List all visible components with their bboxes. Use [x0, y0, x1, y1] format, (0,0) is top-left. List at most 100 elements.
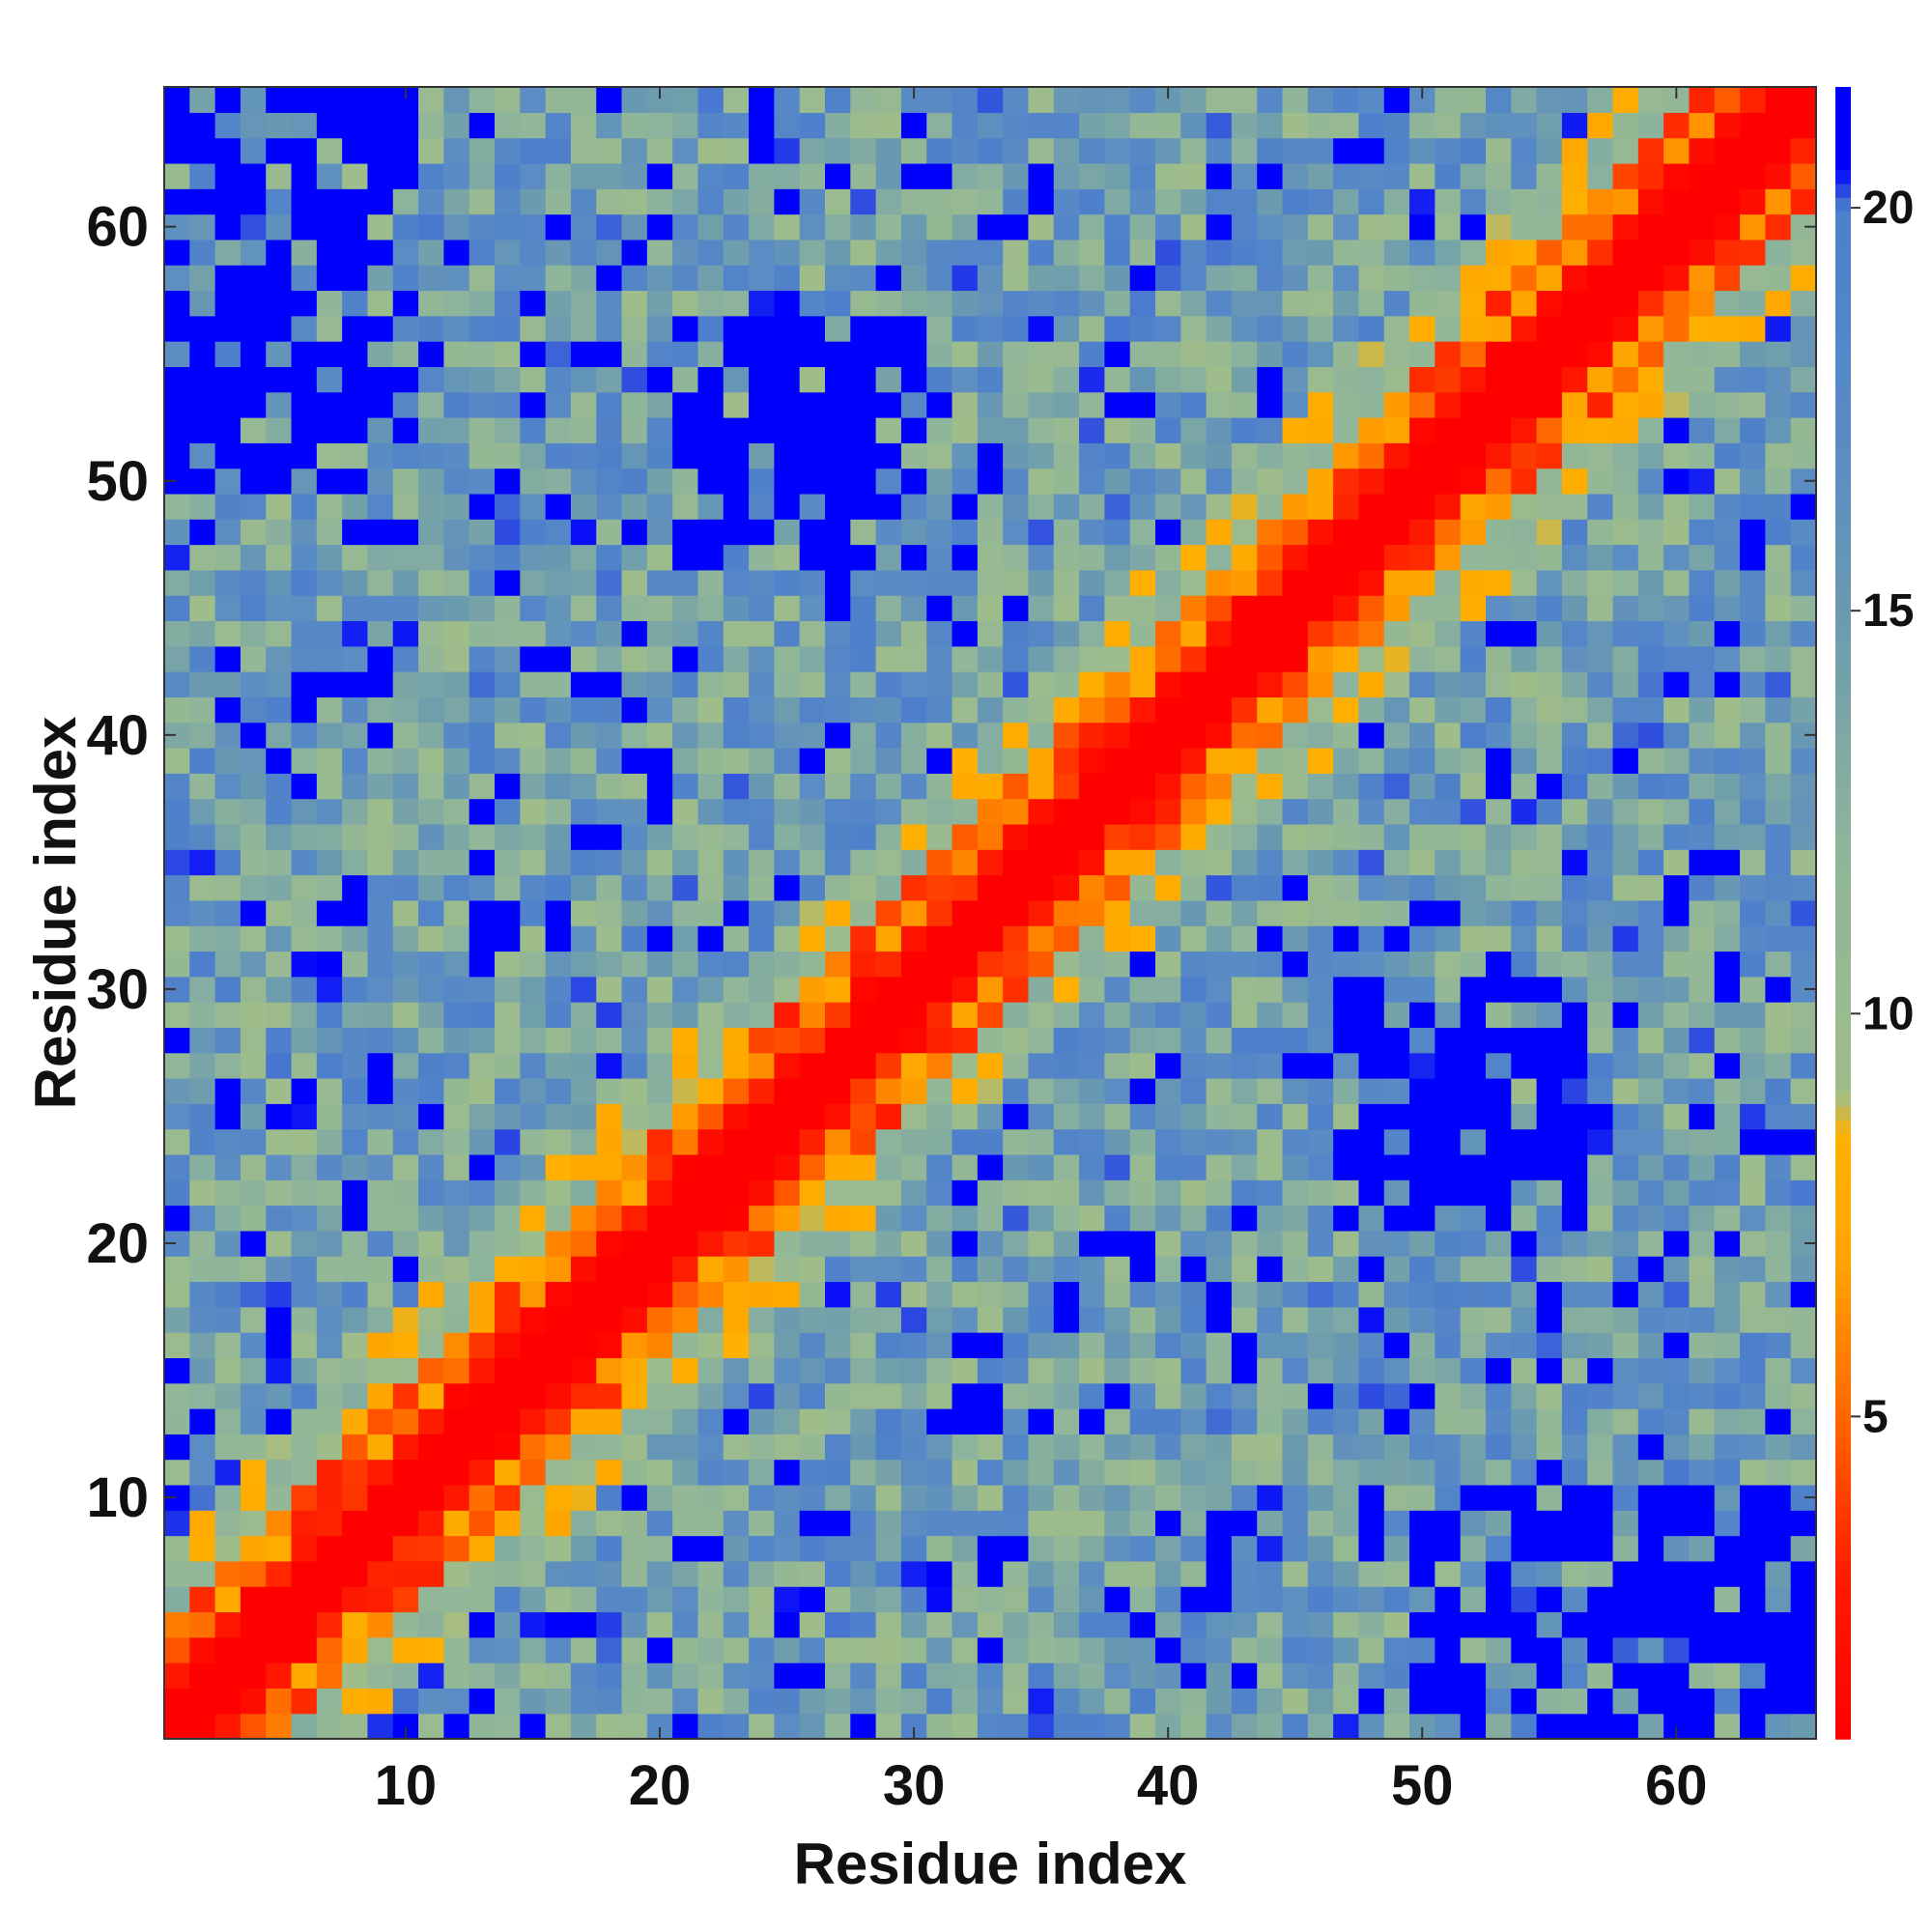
heatmap-cell — [1231, 265, 1258, 292]
heatmap-cell — [520, 1027, 547, 1054]
heatmap-cell — [570, 1103, 597, 1130]
heatmap-cell — [850, 1611, 877, 1638]
heatmap-cell — [1511, 162, 1538, 189]
heatmap-cell — [1358, 519, 1385, 546]
heatmap-cell — [749, 773, 775, 800]
heatmap-cell — [1587, 519, 1614, 546]
heatmap-cell — [1561, 1688, 1588, 1715]
heatmap-cell — [469, 213, 496, 241]
heatmap-cell — [1155, 213, 1181, 241]
heatmap-cell — [570, 1052, 597, 1079]
heatmap-cell — [1663, 1179, 1690, 1207]
heatmap-cell — [520, 417, 547, 443]
colorbar-segment — [1835, 1257, 1851, 1272]
heatmap-cell — [774, 341, 801, 367]
heatmap-cell — [621, 391, 648, 418]
heatmap-cell — [1511, 1459, 1538, 1486]
heatmap-cell — [1257, 265, 1284, 292]
heatmap-cell — [596, 849, 623, 876]
heatmap-cell — [1053, 112, 1080, 139]
heatmap-cell — [672, 1078, 699, 1104]
heatmap-cell — [799, 1027, 826, 1054]
heatmap-cell — [469, 112, 496, 139]
heatmap-cell — [1765, 519, 1792, 546]
heatmap-cell — [1765, 1052, 1792, 1079]
heatmap-cell — [1053, 849, 1080, 876]
heatmap-cell — [1765, 1459, 1792, 1486]
heatmap-cell — [697, 696, 724, 724]
heatmap-cell — [977, 544, 1004, 571]
heatmap-cell — [1028, 1078, 1055, 1104]
heatmap-cell — [799, 1332, 826, 1358]
heatmap-cell — [570, 391, 597, 418]
heatmap-cell — [875, 1560, 902, 1587]
heatmap-cell — [799, 951, 826, 978]
heatmap-cell — [1129, 1103, 1156, 1130]
heatmap-cell — [469, 1662, 496, 1689]
heatmap-cell — [1637, 1636, 1664, 1663]
heatmap-cell — [1790, 1535, 1817, 1562]
heatmap-cell — [443, 1002, 470, 1028]
heatmap-cell — [900, 874, 927, 901]
heatmap-cell — [520, 1611, 547, 1638]
heatmap-cell — [1180, 1052, 1208, 1079]
heatmap-cell — [291, 544, 318, 571]
heatmap-cell — [952, 468, 979, 495]
heatmap-cell — [1612, 519, 1639, 546]
heatmap-cell — [1282, 1230, 1309, 1257]
heatmap-cell — [646, 1510, 673, 1537]
heatmap-cell — [825, 188, 851, 215]
heatmap-cell — [672, 239, 699, 266]
heatmap-cell — [291, 1256, 318, 1283]
heatmap-cell — [1257, 1103, 1284, 1130]
heatmap-cell — [1486, 1153, 1512, 1180]
heatmap-cell — [1231, 1281, 1258, 1308]
heatmap-cell — [1409, 1459, 1435, 1486]
heatmap-cell — [1155, 137, 1181, 164]
heatmap-cell — [1231, 1357, 1258, 1384]
heatmap-cell — [646, 112, 673, 139]
heatmap-cell — [596, 773, 623, 800]
heatmap-cell — [520, 1688, 547, 1715]
heatmap-cell — [1358, 748, 1385, 774]
heatmap-cell — [266, 341, 293, 367]
heatmap-cell — [392, 544, 419, 571]
heatmap-cell — [1689, 696, 1716, 724]
heatmap-cell — [418, 849, 444, 876]
heatmap-cell — [646, 899, 673, 926]
colorbar-segment — [1835, 1642, 1851, 1658]
heatmap-cell — [1231, 748, 1258, 774]
heatmap-cell — [900, 1408, 927, 1435]
heatmap-cell — [418, 595, 444, 622]
heatmap-cell — [469, 773, 496, 800]
heatmap-cell — [469, 899, 496, 926]
heatmap-cell — [443, 976, 470, 1003]
heatmap-cell — [1053, 1560, 1080, 1587]
heatmap-cell — [621, 976, 648, 1003]
heatmap-cell — [977, 1256, 1004, 1283]
heatmap-cell — [1511, 899, 1538, 926]
heatmap-cell — [952, 519, 979, 546]
heatmap-cell — [1714, 1179, 1741, 1207]
heatmap-cell — [1307, 1382, 1334, 1409]
heatmap-cell — [1003, 874, 1030, 901]
heatmap-cell — [1028, 1179, 1055, 1207]
heatmap-cell — [1587, 544, 1614, 571]
colorbar-segment — [1835, 1270, 1851, 1286]
heatmap-cell — [316, 1306, 343, 1333]
heatmap-cell — [799, 290, 826, 317]
heatmap-cell — [1282, 798, 1309, 825]
heatmap-cell — [697, 645, 724, 672]
heatmap-cell — [774, 976, 801, 1003]
heatmap-cell — [1231, 1713, 1258, 1740]
heatmap-cell — [926, 849, 953, 876]
heatmap-cell — [1740, 899, 1766, 926]
heatmap-cell — [1486, 1205, 1512, 1232]
heatmap-cell — [240, 1256, 267, 1283]
heatmap-cell — [1714, 1027, 1741, 1054]
heatmap-cell — [1155, 569, 1181, 596]
heatmap-cell — [1536, 1611, 1563, 1638]
heatmap-cell — [1689, 748, 1716, 774]
heatmap-cell — [1561, 1230, 1588, 1257]
colorbar-segment — [1835, 1697, 1851, 1713]
